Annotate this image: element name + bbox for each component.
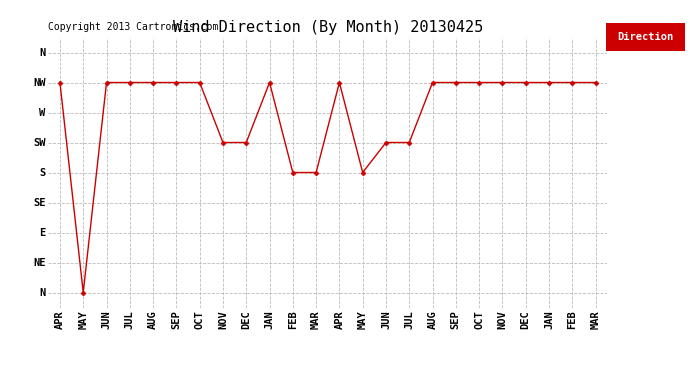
Text: Copyright 2013 Cartronics.com: Copyright 2013 Cartronics.com: [48, 22, 219, 32]
Text: Direction: Direction: [618, 32, 673, 42]
Title: Wind Direction (By Month) 20130425: Wind Direction (By Month) 20130425: [172, 20, 483, 35]
